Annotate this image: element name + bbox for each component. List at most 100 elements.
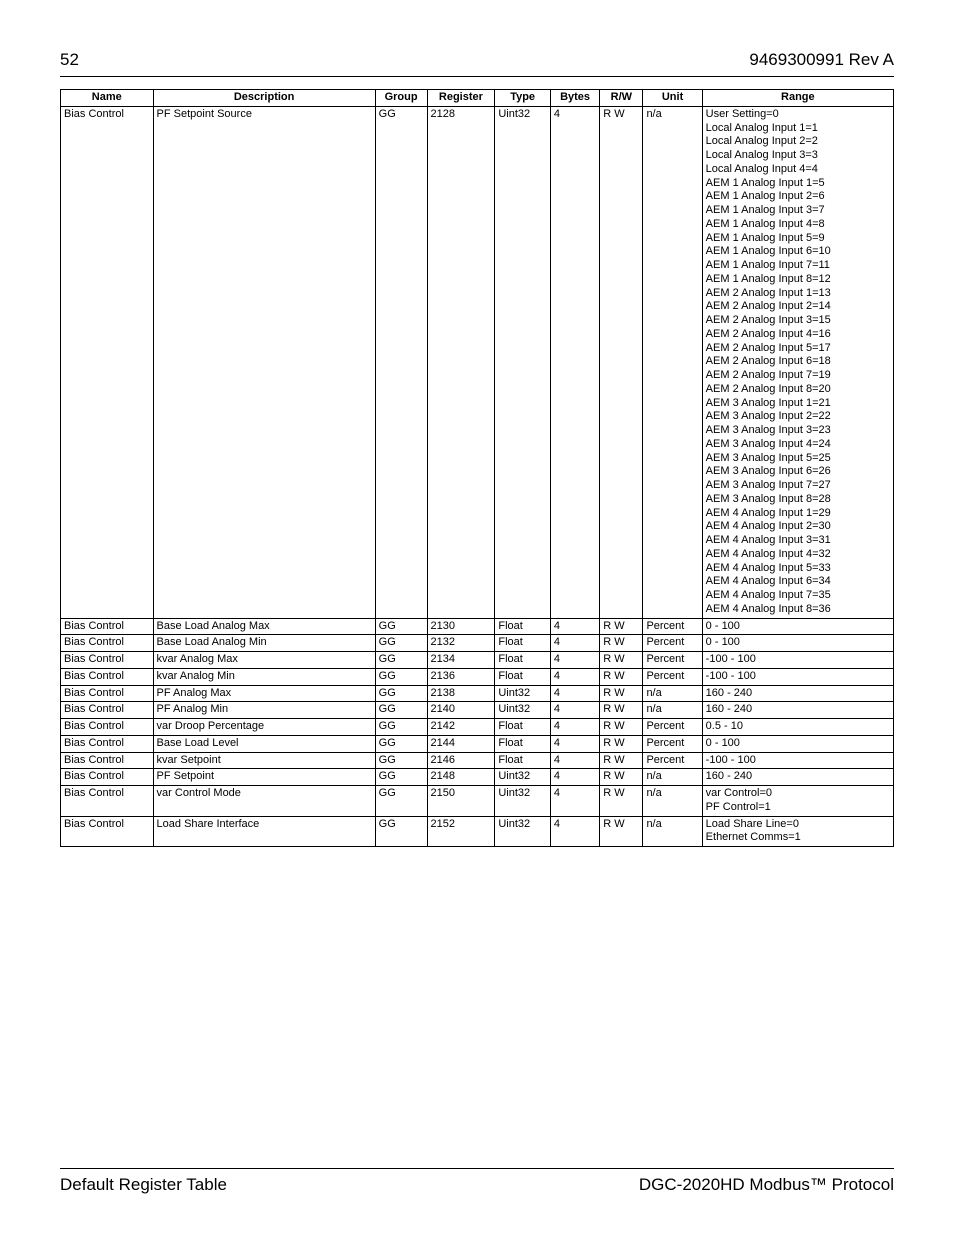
table-cell: R W xyxy=(600,719,643,736)
table-cell: Base Load Analog Max xyxy=(153,618,375,635)
table-cell: Uint32 xyxy=(495,702,551,719)
table-cell: Float xyxy=(495,618,551,635)
range-line: AEM 4 Analog Input 7=35 xyxy=(706,589,890,603)
page-footer: Default Register Table DGC-2020HD Modbus… xyxy=(60,1168,894,1195)
table-cell: GG xyxy=(375,752,427,769)
range-line: AEM 3 Analog Input 5=25 xyxy=(706,452,890,466)
col-header: Group xyxy=(375,90,427,107)
table-cell: Percent xyxy=(643,668,702,685)
table-cell: Percent xyxy=(643,635,702,652)
table-cell: GG xyxy=(375,786,427,817)
table-cell: Load Share Interface xyxy=(153,816,375,847)
table-row: Bias ControlPF Analog MaxGG2138Uint324R … xyxy=(61,685,894,702)
range-line: AEM 3 Analog Input 3=23 xyxy=(706,424,890,438)
table-cell: n/a xyxy=(643,106,702,618)
table-cell: Float xyxy=(495,652,551,669)
range-cell: User Setting=0Local Analog Input 1=1Loca… xyxy=(702,106,893,618)
range-line: AEM 4 Analog Input 4=32 xyxy=(706,548,890,562)
range-line: AEM 2 Analog Input 6=18 xyxy=(706,355,890,369)
range-cell: 160 - 240 xyxy=(702,769,893,786)
table-cell: 2142 xyxy=(427,719,495,736)
range-line: AEM 4 Analog Input 3=31 xyxy=(706,534,890,548)
table-row: Bias ControlLoad Share InterfaceGG2152Ui… xyxy=(61,816,894,847)
table-cell: GG xyxy=(375,769,427,786)
page: 52 9469300991 Rev A Name Description Gro… xyxy=(0,0,954,1235)
table-cell: Bias Control xyxy=(61,752,154,769)
doc-id: 9469300991 Rev A xyxy=(749,50,894,70)
table-cell: R W xyxy=(600,618,643,635)
table-cell: GG xyxy=(375,735,427,752)
range-line: AEM 2 Analog Input 7=19 xyxy=(706,369,890,383)
range-line: AEM 3 Analog Input 8=28 xyxy=(706,493,890,507)
table-cell: GG xyxy=(375,719,427,736)
col-header: Description xyxy=(153,90,375,107)
table-row: Bias ControlPF Analog MinGG2140Uint324R … xyxy=(61,702,894,719)
table-cell: 2132 xyxy=(427,635,495,652)
range-line: var Control=0 xyxy=(706,787,890,801)
table-cell: Percent xyxy=(643,719,702,736)
table-row: Bias Controlvar Droop PercentageGG2142Fl… xyxy=(61,719,894,736)
table-row: Bias ControlBase Load Analog MaxGG2130Fl… xyxy=(61,618,894,635)
footer-left: Default Register Table xyxy=(60,1175,227,1195)
col-header: Name xyxy=(61,90,154,107)
range-line: Ethernet Comms=1 xyxy=(706,831,890,845)
table-cell: Uint32 xyxy=(495,816,551,847)
range-line: -100 - 100 xyxy=(706,670,890,684)
table-cell: 2148 xyxy=(427,769,495,786)
col-header: Unit xyxy=(643,90,702,107)
table-cell: var Droop Percentage xyxy=(153,719,375,736)
range-line: AEM 1 Analog Input 1=5 xyxy=(706,177,890,191)
table-cell: 2152 xyxy=(427,816,495,847)
table-cell: Uint32 xyxy=(495,769,551,786)
range-line: AEM 1 Analog Input 3=7 xyxy=(706,204,890,218)
table-cell: Bias Control xyxy=(61,635,154,652)
table-cell: Bias Control xyxy=(61,786,154,817)
range-line: AEM 2 Analog Input 8=20 xyxy=(706,383,890,397)
range-line: Local Analog Input 1=1 xyxy=(706,122,890,136)
range-line: Local Analog Input 4=4 xyxy=(706,163,890,177)
table-cell: PF Analog Min xyxy=(153,702,375,719)
table-cell: R W xyxy=(600,752,643,769)
table-cell: 4 xyxy=(550,618,599,635)
table-cell: R W xyxy=(600,735,643,752)
col-header: Type xyxy=(495,90,551,107)
table-cell: Float xyxy=(495,635,551,652)
table-cell: Bias Control xyxy=(61,618,154,635)
range-cell: 0 - 100 xyxy=(702,635,893,652)
col-header: Range xyxy=(702,90,893,107)
range-line: AEM 2 Analog Input 2=14 xyxy=(706,300,890,314)
range-line: AEM 1 Analog Input 6=10 xyxy=(706,245,890,259)
table-cell: Bias Control xyxy=(61,652,154,669)
range-line: AEM 4 Analog Input 1=29 xyxy=(706,507,890,521)
range-line: AEM 3 Analog Input 6=26 xyxy=(706,465,890,479)
table-cell: 4 xyxy=(550,752,599,769)
range-line: -100 - 100 xyxy=(706,754,890,768)
table-cell: PF Setpoint xyxy=(153,769,375,786)
table-cell: Percent xyxy=(643,652,702,669)
table-cell: GG xyxy=(375,668,427,685)
table-cell: Bias Control xyxy=(61,816,154,847)
range-line: AEM 1 Analog Input 2=6 xyxy=(706,190,890,204)
range-line: Load Share Line=0 xyxy=(706,818,890,832)
table-row: Bias ControlBase Load Analog MinGG2132Fl… xyxy=(61,635,894,652)
table-row: Bias ControlPF SetpointGG2148Uint324R Wn… xyxy=(61,769,894,786)
table-cell: n/a xyxy=(643,769,702,786)
range-line: 160 - 240 xyxy=(706,703,890,717)
table-cell: kvar Analog Min xyxy=(153,668,375,685)
table-cell: n/a xyxy=(643,685,702,702)
table-cell: 2134 xyxy=(427,652,495,669)
range-line: AEM 3 Analog Input 2=22 xyxy=(706,410,890,424)
table-cell: kvar Analog Max xyxy=(153,652,375,669)
table-header-row: Name Description Group Register Type Byt… xyxy=(61,90,894,107)
range-line: -100 - 100 xyxy=(706,653,890,667)
page-header: 52 9469300991 Rev A xyxy=(60,50,894,70)
range-cell: -100 - 100 xyxy=(702,668,893,685)
table-cell: 4 xyxy=(550,719,599,736)
table-cell: 2130 xyxy=(427,618,495,635)
range-cell: 0.5 - 10 xyxy=(702,719,893,736)
range-line: 0.5 - 10 xyxy=(706,720,890,734)
table-cell: 2136 xyxy=(427,668,495,685)
table-cell: 4 xyxy=(550,816,599,847)
range-cell: -100 - 100 xyxy=(702,752,893,769)
range-line: AEM 2 Analog Input 4=16 xyxy=(706,328,890,342)
